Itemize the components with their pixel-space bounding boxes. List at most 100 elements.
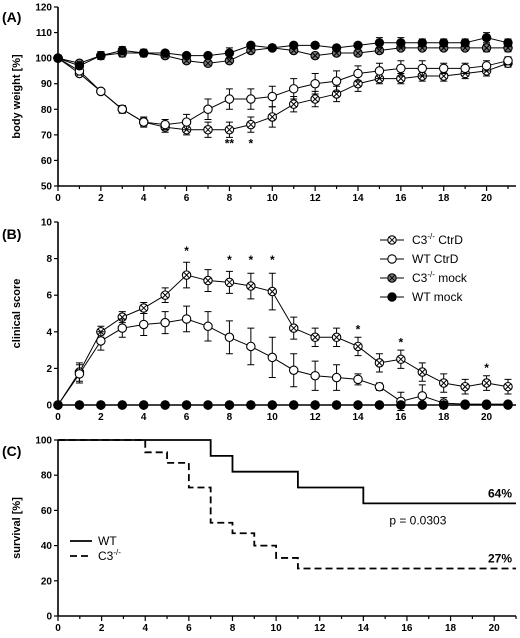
data-point [138,303,149,313]
panel-label: (A) [2,9,21,25]
marker-cross [204,126,212,134]
x-tick-label: 0 [55,623,61,634]
data-point [203,275,213,286]
x-tick-label: 2 [99,623,105,634]
data-point [310,94,320,104]
x-tick-label: 10 [267,412,279,423]
data-point [331,43,342,53]
marker-cross [290,100,298,108]
data-point [460,63,470,74]
data-point [481,61,492,71]
data-point [267,91,278,102]
x-tick-label: 6 [184,412,190,423]
data-point [353,341,363,352]
x-tick-label: 6 [186,623,192,634]
data-point [160,400,170,410]
data-point [246,94,256,104]
x-tick-label: 18 [438,193,450,204]
y-tick-label: 100 [35,54,52,65]
y-tick-label: 120 [35,3,52,14]
marker-cross [183,271,190,279]
y-tick-label: 6 [46,291,52,302]
marker-cross [333,90,340,98]
marker-cross [226,57,233,64]
y-axis-title: clinical score [11,279,23,349]
data-point [267,286,278,297]
y-tick-label: 60 [41,156,53,167]
survival-curve-wt [58,439,516,505]
y-tick-label: 80 [41,471,53,482]
y-tick-label: 20 [41,576,53,587]
data-point [224,94,235,104]
x-tick-label: 8 [227,193,233,204]
y-tick-label: 80 [41,105,53,116]
significance-mark: * [227,253,232,267]
data-point [203,321,213,332]
data-point [246,119,256,130]
data-point [481,32,492,43]
y-tick-label: 60 [41,506,53,517]
marker-cross [290,324,298,332]
data-point [374,66,385,76]
x-tick-label: 16 [395,193,407,204]
marker-cross [333,333,340,341]
legend-marker [387,254,397,264]
legend-label: WT CtrD [412,252,459,266]
x-tick-label: 20 [481,412,493,423]
legend: C3-/- CtrD WT CtrD C3-/- mock WT mock [380,232,468,304]
data-point [288,323,299,333]
legend-label: C3-/- [98,548,121,563]
data-point [310,50,320,61]
data-point [246,400,256,410]
data-point [481,378,492,388]
x-tick-label: 12 [314,623,326,634]
panel-label: (B) [2,226,21,242]
data-point [353,48,363,58]
data-point [310,400,320,410]
data-point [331,332,342,343]
marker-cross [354,80,362,88]
data-point [374,381,385,392]
x-tick-label: 0 [55,412,61,423]
x-tick-label: 4 [141,193,147,204]
legend-label: WT [98,534,117,548]
x-tick-label: 10 [271,623,283,634]
significance-mark: * [184,244,189,258]
x-tick-label: 4 [142,623,148,634]
x-tick-label: 18 [445,623,457,634]
x-tick-label: 8 [227,412,233,423]
data-point [96,86,106,97]
data-point [374,38,385,48]
x-tick-label: 16 [395,412,407,423]
data-point [481,43,492,53]
y-axis-title: survival [%] [11,497,23,559]
data-point [503,38,513,48]
data-point [117,323,128,333]
data-point [138,117,149,127]
data-point [417,63,428,74]
data-point [117,400,127,410]
significance-mark: * [270,253,275,267]
marker-cross [440,72,448,80]
x-tick-label: 18 [438,412,450,423]
marker-cross [226,279,233,286]
legend-marker [387,273,397,283]
legend-item: C3-/- CtrD [380,232,463,247]
significance-mark: * [356,323,361,337]
legend-label: C3-/- CtrD [412,232,463,247]
data-point [160,317,170,328]
data-point [138,319,149,330]
survival-end-label: 64% [488,486,512,500]
data-point [74,369,85,379]
data-point [288,365,299,375]
y-tick-label: 100 [35,436,52,447]
data-point [267,400,277,410]
data-point [224,400,235,410]
data-point [246,40,256,51]
marker-cross [247,121,255,128]
significance-mark: * [399,335,404,349]
data-point [203,50,213,61]
data-point [246,281,256,291]
data-point [203,104,213,115]
